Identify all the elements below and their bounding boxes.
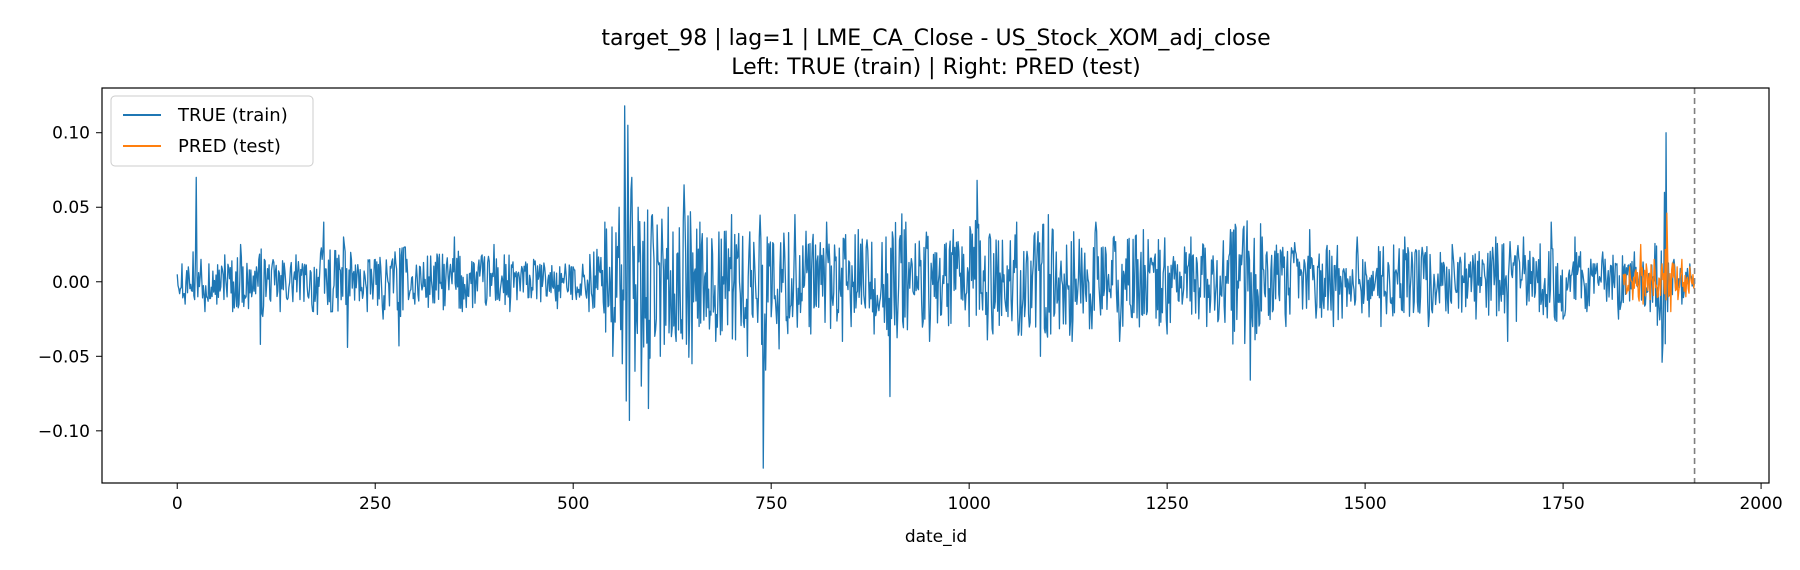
chart-title: target_98 | lag=1 | LME_CA_Close - US_St… bbox=[601, 26, 1270, 51]
series-layer bbox=[176, 105, 1696, 469]
x-axis-label: date_id bbox=[905, 527, 967, 547]
y-tick-label: −0.10 bbox=[38, 422, 90, 442]
x-tick-label: 750 bbox=[755, 494, 787, 514]
y-tick-label: 0.05 bbox=[52, 198, 90, 218]
chart-subtitle: Left: TRUE (train) | Right: PRED (test) bbox=[731, 55, 1140, 80]
legend: TRUE (train) PRED (test) bbox=[110, 95, 314, 167]
legend-label-train: TRUE (train) bbox=[177, 105, 288, 126]
y-axis-ticks: −0.10 −0.05 0.00 0.05 0.10 bbox=[38, 124, 102, 442]
x-tick-label: 1750 bbox=[1541, 494, 1584, 514]
x-tick-label: 500 bbox=[557, 494, 589, 514]
y-tick-label: −0.05 bbox=[38, 347, 90, 367]
y-tick-label: 0.10 bbox=[52, 124, 90, 144]
y-tick-label: 0.00 bbox=[52, 273, 90, 293]
x-tick-label: 250 bbox=[359, 494, 391, 514]
x-tick-label: 1000 bbox=[948, 494, 991, 514]
x-tick-label: 0 bbox=[172, 494, 183, 514]
x-axis-ticks: 0 250 500 750 1000 1250 1500 1750 2000 bbox=[172, 483, 1783, 514]
x-tick-label: 1250 bbox=[1146, 494, 1189, 514]
x-tick-label: 1500 bbox=[1343, 494, 1386, 514]
legend-label-test: PRED (test) bbox=[178, 136, 281, 157]
x-tick-label: 2000 bbox=[1739, 494, 1782, 514]
plot-frame bbox=[101, 87, 1770, 484]
series-line-true-train bbox=[176, 105, 1696, 469]
legend-box bbox=[110, 95, 314, 167]
series-line-pred-test bbox=[1622, 212, 1696, 313]
